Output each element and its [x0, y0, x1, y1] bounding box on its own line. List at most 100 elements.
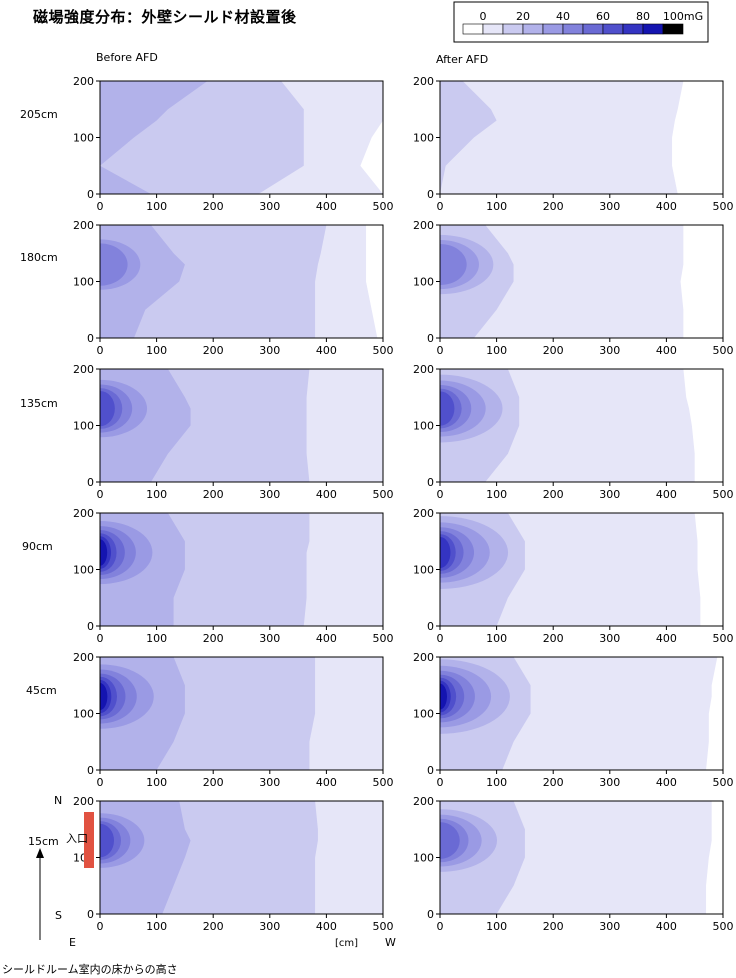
x-tick-label: 100 [486, 776, 507, 789]
y-tick-label: 200 [73, 795, 94, 808]
x-tick-label: 500 [713, 920, 734, 933]
x-tick-label: 300 [259, 632, 280, 645]
x-tick-label: 0 [97, 344, 104, 357]
legend-swatch [602, 23, 624, 35]
heatmap-panel: 0 100 200 300 400 500 0 100 200 [413, 363, 734, 501]
x-tick-label: 200 [543, 488, 564, 501]
contour-hotspot [440, 822, 460, 859]
x-tick-label: 500 [713, 776, 734, 789]
x-tick-label: 0 [437, 776, 444, 789]
heatmap-panel: 0 100 200 300 400 500 0 100 200 [413, 219, 734, 357]
contour-hotspot [100, 539, 108, 566]
x-tick-label: 0 [437, 488, 444, 501]
x-tick-label: 500 [373, 200, 394, 213]
x-tick-label: 300 [599, 200, 620, 213]
x-tick-label: 300 [259, 344, 280, 357]
x-tick-label: 200 [203, 344, 224, 357]
y-tick-label: 0 [427, 476, 434, 489]
x-tick-label: 200 [543, 632, 564, 645]
x-tick-label: 500 [373, 344, 394, 357]
y-tick-label: 0 [87, 476, 94, 489]
legend-swatch [482, 23, 504, 35]
x-tick-label: 0 [97, 200, 104, 213]
legend-tick-label: 80 [636, 10, 650, 23]
x-tick-label: 200 [203, 920, 224, 933]
heatmap-panel: 0 100 200 300 400 500 0 100 200 [413, 795, 734, 933]
height-arrow-head [36, 848, 44, 858]
x-tick-label: 100 [146, 920, 167, 933]
row-label: 90cm [22, 540, 53, 553]
contour-hotspot [100, 390, 115, 427]
y-tick-label: 200 [73, 651, 94, 664]
y-tick-label: 200 [73, 75, 94, 88]
y-tick-label: 200 [413, 651, 434, 664]
north-label: N [54, 794, 62, 807]
entrance-label: 入口 [66, 832, 88, 845]
y-tick-label: 100 [73, 276, 94, 289]
heatmap-panel: 0 100 200 300 400 500 0 100 200 205cm [20, 75, 394, 213]
x-tick-label: 400 [656, 920, 677, 933]
entrance-marker [84, 812, 94, 868]
y-tick-label: 100 [413, 420, 434, 433]
x-tick-label: 100 [486, 488, 507, 501]
y-tick-label: 100 [413, 564, 434, 577]
x-tick-label: 500 [373, 920, 394, 933]
y-tick-label: 0 [87, 620, 94, 633]
column-label-after: After AFD [436, 53, 488, 66]
y-tick-label: 0 [87, 764, 94, 777]
contour-hotspot [440, 391, 455, 426]
y-tick-label: 0 [427, 908, 434, 921]
legend-tick-label: 20 [516, 10, 530, 23]
heatmap-panel: 0 100 200 300 400 500 0 100 200 45cm [26, 651, 394, 789]
y-tick-label: 0 [87, 188, 94, 201]
x-tick-label: 100 [486, 344, 507, 357]
x-tick-label: 400 [316, 632, 337, 645]
x-tick-label: 300 [599, 632, 620, 645]
x-tick-label: 300 [259, 776, 280, 789]
y-tick-label: 100 [413, 852, 434, 865]
contour-hotspot [440, 537, 451, 569]
y-tick-label: 200 [413, 795, 434, 808]
heatmap-panel: 0 100 200 300 400 500 0 100 200 [413, 651, 734, 789]
y-tick-label: 200 [73, 219, 94, 232]
x-tick-label: 400 [316, 200, 337, 213]
x-tick-label: 0 [97, 488, 104, 501]
x-tick-label: 500 [373, 632, 394, 645]
x-tick-label: 200 [543, 200, 564, 213]
south-label: S [55, 909, 62, 922]
y-tick-label: 0 [427, 764, 434, 777]
x-tick-label: 100 [486, 920, 507, 933]
x-tick-label: 300 [259, 488, 280, 501]
x-tick-label: 300 [259, 920, 280, 933]
x-tick-label: 200 [543, 344, 564, 357]
y-tick-label: 200 [413, 75, 434, 88]
x-tick-label: 200 [543, 776, 564, 789]
x-tick-label: 300 [599, 488, 620, 501]
x-tick-label: 500 [373, 776, 394, 789]
x-tick-label: 400 [656, 344, 677, 357]
legend-swatch [522, 23, 544, 35]
legend-tick-label: 0 [480, 10, 487, 23]
y-tick-label: 0 [87, 908, 94, 921]
x-tick-label: 400 [316, 776, 337, 789]
x-tick-label: 100 [146, 488, 167, 501]
legend-swatch [582, 23, 604, 35]
x-unit-label: [cm] [335, 938, 358, 949]
legend-frame [453, 1, 709, 43]
x-tick-label: 200 [203, 488, 224, 501]
legend-swatch [562, 23, 584, 35]
row-label: 15cm [28, 835, 59, 848]
y-tick-label: 200 [413, 507, 434, 520]
x-tick-label: 500 [713, 200, 734, 213]
y-tick-label: 100 [413, 276, 434, 289]
x-tick-label: 300 [259, 200, 280, 213]
legend-tick-label: 60 [596, 10, 610, 23]
y-tick-label: 200 [73, 363, 94, 376]
x-tick-label: 300 [599, 344, 620, 357]
x-tick-label: 100 [486, 632, 507, 645]
x-tick-label: 100 [146, 632, 167, 645]
legend-swatch [462, 23, 484, 35]
contour-band [440, 81, 497, 194]
y-tick-label: 0 [427, 332, 434, 345]
x-tick-label: 500 [713, 344, 734, 357]
